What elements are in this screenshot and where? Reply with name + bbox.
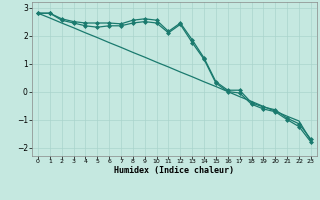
- X-axis label: Humidex (Indice chaleur): Humidex (Indice chaleur): [115, 166, 234, 175]
